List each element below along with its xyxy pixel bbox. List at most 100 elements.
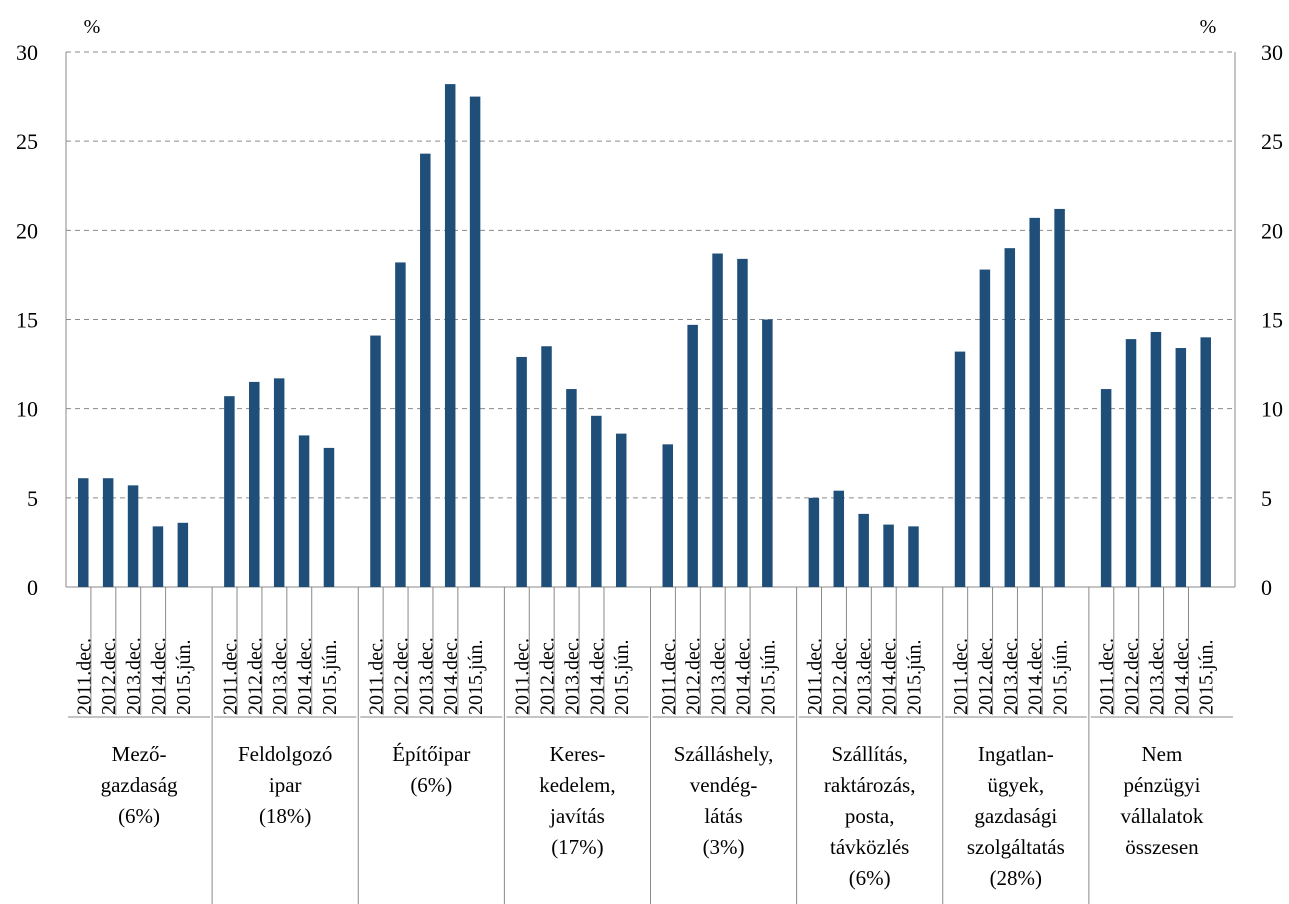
y-tick-label-left: 20 [16,218,38,243]
x-tick-label: 2012.dec. [975,637,997,715]
x-tick-label: 2012.dec. [244,637,266,715]
x-tick-label: 2011.dec. [366,638,388,715]
bar [444,84,456,587]
group-label-line: Mező- [112,742,167,766]
bar [737,258,748,587]
x-tick-label: 2014.dec. [1025,637,1047,715]
bar [541,346,552,587]
bar [883,524,894,587]
group-label-line: távközlés [830,835,909,859]
x-tick-label: 2011.dec. [1096,638,1118,715]
left-axis-unit: % [84,16,101,38]
bar [1125,339,1137,587]
bar [152,526,164,587]
bar [516,356,527,587]
group-label-line: ipar [269,773,302,797]
group-label-line: szolgáltatás [967,835,1065,859]
bar [224,396,235,587]
x-tick-label: 2015.jún. [611,639,633,715]
y-tick-label-right: 0 [1261,575,1272,600]
bar [370,335,381,587]
y-tick-label-right: 25 [1261,129,1283,154]
x-tick-label: 2015.jún. [1050,639,1072,715]
group-labels: Mező-gazdaság (6%) Feldolgozó ipar (18%) Épít… [101,742,1204,890]
bar [808,497,820,587]
group-label-line: (6%) [410,773,452,797]
x-tick-label: 2015.jún. [757,639,779,715]
x-tick-label: 2015.jún. [319,639,341,715]
bar [762,319,773,587]
bar [1029,217,1040,587]
bar [1200,337,1211,587]
x-tick-label: 2011.dec. [73,638,95,715]
group-label-line: javítás [549,804,605,828]
bar [1054,208,1065,587]
axes: 0 0 5 5 10 10 15 15 20 20 25 25 30 30 [16,40,1283,904]
group-label-line: (28%) [990,866,1042,890]
bars [78,84,1211,587]
group-label-line: kedelem, [539,773,615,797]
group-label-line: (18%) [259,804,311,828]
bar [469,96,481,587]
y-tick-label-left: 10 [16,397,38,422]
bar [420,153,431,587]
y-tick-label-left: 25 [16,129,38,154]
group-label-line: Nem [1142,742,1183,766]
x-tick-label: 2013.dec. [1000,637,1022,715]
bar [1150,331,1162,587]
x-tick-label: 2012.dec. [1121,637,1143,715]
group-label-line: Ingatlan- [978,742,1054,766]
x-tick-label: 2015.jún. [173,639,195,715]
y-tick-label-left: 15 [16,308,38,333]
bar [591,415,602,587]
bar [662,444,673,587]
bar [954,351,966,587]
bar [249,381,260,587]
group-label-line: vállalatok [1121,804,1204,828]
x-tick-labels: 2011.dec. 2012.dec. 2013.dec. 2014.dec. 2015… [73,637,1217,715]
x-tick-label: 2012.dec. [98,637,120,715]
x-tick-label: 2011.dec. [512,638,534,715]
group-label-line: posta, [845,804,895,828]
x-tick-label: 2011.dec. [950,638,972,715]
y-tick-label-left: 5 [27,486,38,511]
bar [908,526,919,587]
group-label-line: (17%) [551,835,603,859]
group-label-line: gazdasági [974,804,1057,828]
bar [273,378,285,587]
x-tick-label: 2014.dec. [732,637,754,715]
bar [298,435,310,587]
y-tick-label-left: 30 [16,40,38,65]
group-label-line: Építőipar [392,742,470,766]
x-tick-label: 2014.dec. [148,637,170,715]
group-label-line: raktározás, [824,773,916,797]
y-tick-label-right: 20 [1261,218,1283,243]
group-label-line: (6%) [118,804,160,828]
x-tick-label: 2015.jún. [1196,639,1218,715]
gridlines [66,51,1235,499]
x-tick-label: 2013.dec. [708,637,730,715]
x-tick-label: 2014.dec. [1171,637,1193,715]
x-tick-label: 2012.dec. [683,637,705,715]
group-label-line: ügyek, [988,773,1045,797]
x-tick-label: 2014.dec. [879,637,901,715]
x-tick-label: 2013.dec. [415,637,437,715]
x-tick-label: 2014.dec. [440,637,462,715]
x-tick-label: 2013.dec. [123,637,145,715]
group-label-line: összesen [1125,835,1199,859]
x-tick-label: 2015.jún. [465,639,487,715]
x-tick-label: 2013.dec. [269,637,291,715]
group-label-line: vendég- [690,773,758,797]
y-tick-label-left: 0 [27,575,38,600]
group-label-line: (6%) [849,866,891,890]
y-tick-label-right: 30 [1261,40,1283,65]
bar [1175,348,1187,587]
x-tick-label: 2014.dec. [586,637,608,715]
bar [1004,248,1016,587]
y-tick-label-right: 10 [1261,397,1283,422]
bar [979,269,991,587]
bar [78,478,89,587]
x-tick-label: 2012.dec. [829,637,851,715]
x-tick-label: 2013.dec. [854,637,876,715]
group-label-line: (3%) [703,835,745,859]
